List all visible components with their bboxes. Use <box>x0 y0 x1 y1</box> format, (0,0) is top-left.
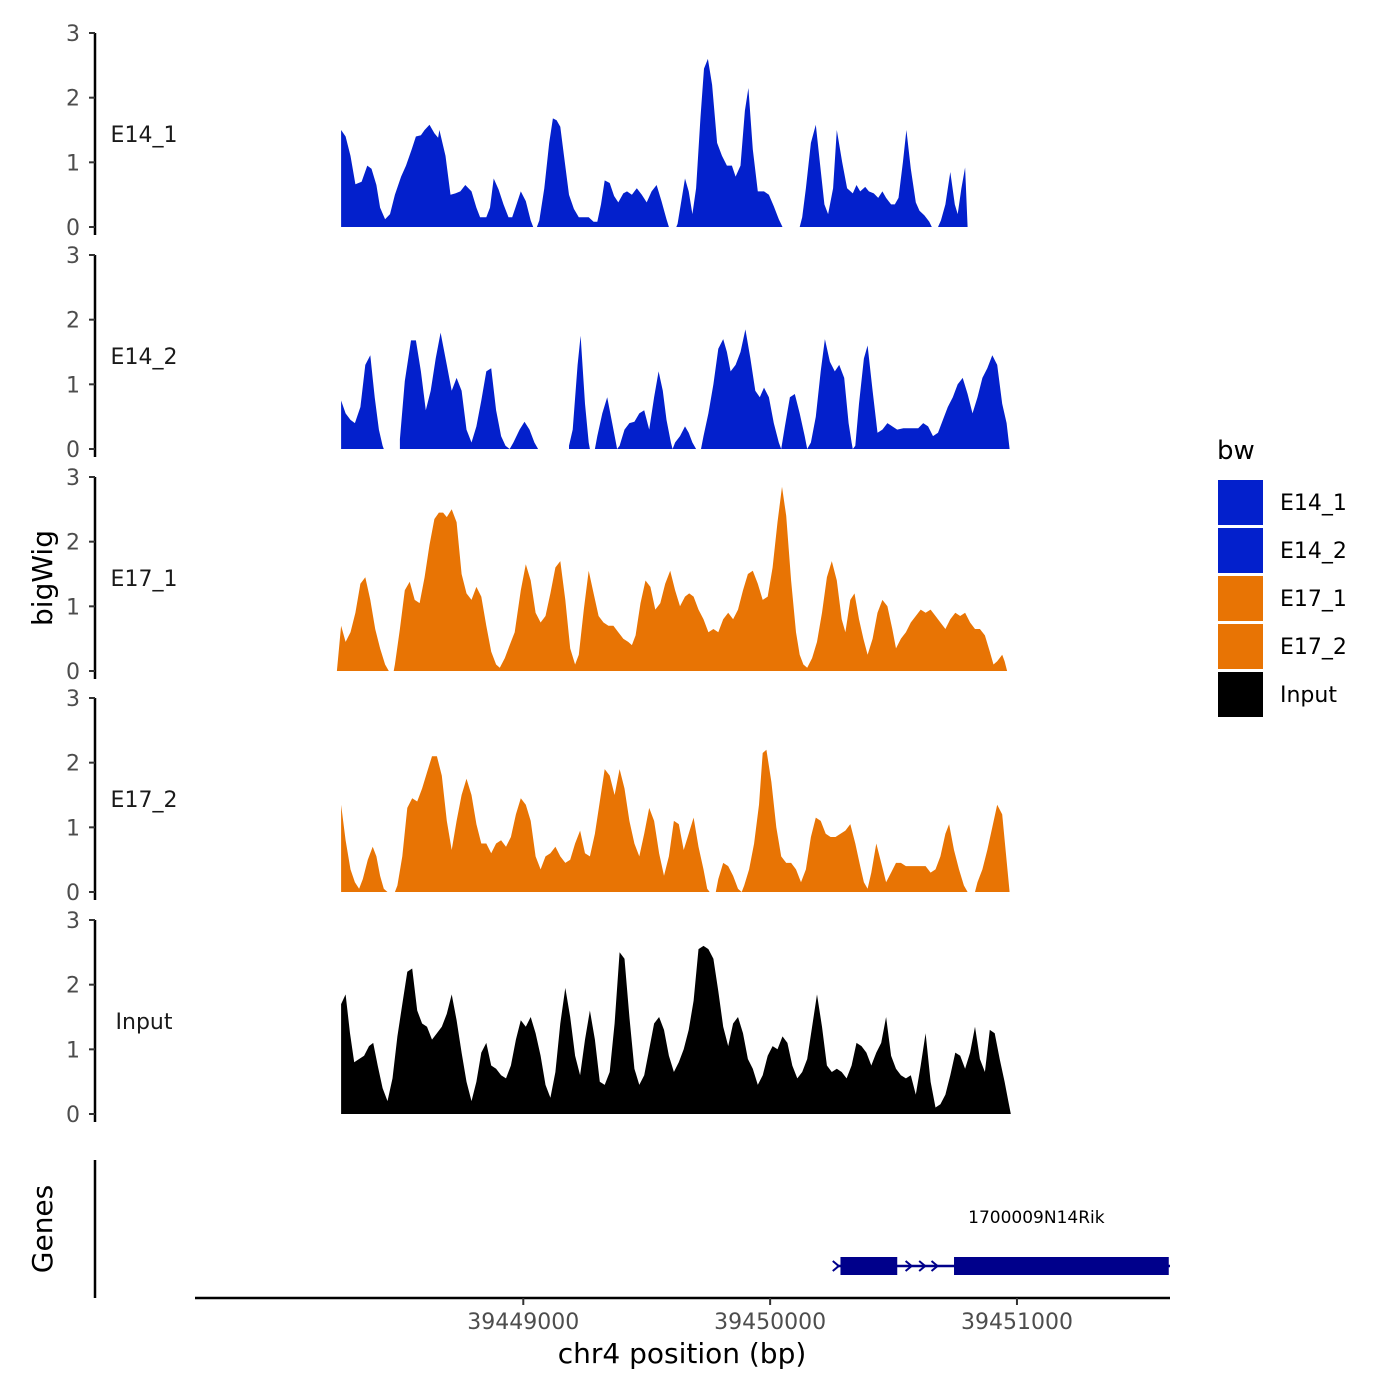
x-axis: 39449000 39450000 39451000 chr4 position (… <box>195 1296 1170 1370</box>
y-tick-label: 3 <box>66 244 80 269</box>
strand-arrow <box>904 1260 914 1272</box>
x-tick-label: 39449000 <box>467 1310 579 1335</box>
y-tick-label: 3 <box>66 909 80 934</box>
legend-key <box>1218 480 1263 525</box>
y-tick-label: 3 <box>66 687 80 712</box>
y-axis-title: bigWig <box>26 530 59 626</box>
legend-key <box>1218 576 1263 621</box>
signal-area <box>341 945 1011 1114</box>
track-E14_2: 0 1 2 3 E14_2 <box>66 244 1010 463</box>
strand-arrow <box>918 1260 927 1272</box>
signal-area <box>341 749 1010 892</box>
legend-key <box>1218 528 1263 573</box>
track-label: E14_2 <box>111 345 178 370</box>
y-tick-label: 3 <box>66 22 80 47</box>
strand-arrow <box>930 1260 940 1272</box>
signal-area <box>341 58 968 228</box>
legend-title: bw <box>1217 436 1255 466</box>
y-tick-label: 1 <box>66 595 80 620</box>
track-E14_1: 0 1 2 3 E14_1 <box>66 22 968 241</box>
x-axis-ticks: 39449000 39450000 39451000 <box>467 1298 1073 1335</box>
gene-panel: Genes 1700009N14Rik <box>26 1160 1170 1298</box>
y-tick-label: 2 <box>66 531 80 556</box>
y-tick-label: 0 <box>66 438 80 463</box>
track-label: E17_1 <box>111 567 178 592</box>
y-tick-label: 0 <box>66 216 80 241</box>
y-tick-label: 1 <box>66 816 80 841</box>
track-label: Input <box>116 1010 173 1035</box>
track-E17_1: 0 1 2 3 E17_1 <box>66 466 1008 685</box>
signal-area <box>341 329 1010 449</box>
legend-key <box>1218 624 1263 669</box>
legend-label: E17_1 <box>1280 587 1347 612</box>
y-tick-label: 2 <box>66 974 80 999</box>
legend-key <box>1218 672 1263 717</box>
signal-tracks: 0 1 2 3 E14_1 0 1 2 3 E14_2 0 1 2 3 E17_1 0 1 2 3 E17_2 0 1 2 3… <box>66 22 1011 1128</box>
legend-label: Input <box>1280 683 1337 708</box>
gene-models: 1700009N14Rik <box>832 1208 1170 1275</box>
y-tick-label: 0 <box>66 660 80 685</box>
gene-exon <box>954 1257 1169 1275</box>
strand-arrow <box>832 1260 841 1272</box>
y-tick-label: 3 <box>66 466 80 491</box>
legend-label: E14_1 <box>1280 491 1347 516</box>
gene-exon <box>840 1257 898 1275</box>
x-axis-title: chr4 position (bp) <box>558 1337 807 1370</box>
x-tick-label: 39451000 <box>961 1310 1073 1335</box>
y-tick-label: 1 <box>66 373 80 398</box>
y-tick-label: 0 <box>66 881 80 906</box>
legend: bw E14_1 E14_2 E17_1 E17_2 Input <box>1217 436 1347 717</box>
x-tick-label: 39450000 <box>714 1310 826 1335</box>
legend-label: E14_2 <box>1280 539 1347 564</box>
y-tick-label: 2 <box>66 752 80 777</box>
gene-panel-title: Genes <box>26 1185 59 1273</box>
legend-items: E14_1 E14_2 E17_1 E17_2 Input <box>1218 480 1347 717</box>
track-Input: 0 1 2 3 Input <box>66 909 1011 1128</box>
y-tick-label: 0 <box>66 1103 80 1128</box>
y-tick-label: 1 <box>66 1038 80 1063</box>
y-tick-label: 1 <box>66 151 80 176</box>
track-label: E14_1 <box>111 123 178 148</box>
y-tick-label: 2 <box>66 87 80 112</box>
y-tick-label: 2 <box>66 309 80 334</box>
signal-area <box>336 486 1008 671</box>
legend-label: E17_2 <box>1280 635 1347 660</box>
track-E17_2: 0 1 2 3 E17_2 <box>66 687 1010 906</box>
gene-name-label: 1700009N14Rik <box>968 1208 1105 1228</box>
track-label: E17_2 <box>111 788 178 813</box>
gene-model: 1700009N14Rik <box>832 1208 1170 1275</box>
